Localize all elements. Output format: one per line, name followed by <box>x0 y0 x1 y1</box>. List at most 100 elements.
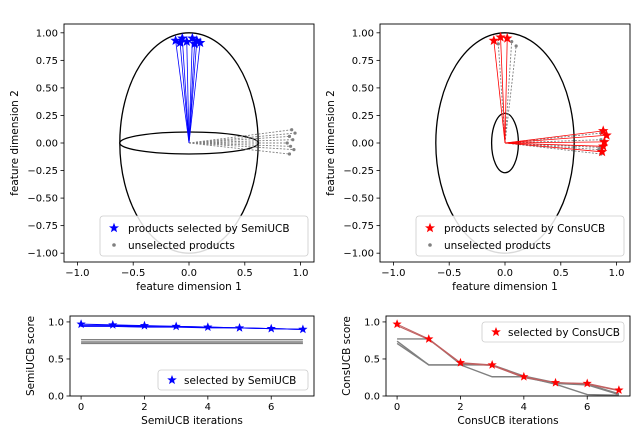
unselected-point <box>293 131 297 135</box>
y-tick-label: −1.00 <box>27 249 58 260</box>
legend-label-unselected: unselected products <box>444 240 551 252</box>
selected-point-star <box>598 125 609 136</box>
y-tick-label: 0.75 <box>36 56 58 67</box>
selected-point-star <box>189 38 200 49</box>
legend: products selected by ConsUCB unselected p… <box>415 215 625 257</box>
selected-point-star <box>596 146 608 157</box>
legend-label-selected: selected by SemiUCB <box>184 375 296 387</box>
y-tick-label: 0.25 <box>36 111 58 122</box>
legend-star-marker <box>425 222 435 233</box>
selected-score-star <box>392 319 402 329</box>
legend: products selected by SemiUCB unselected p… <box>99 215 309 257</box>
unselected-vector <box>188 142 290 155</box>
y-tick-label: −1.00 <box>343 249 374 260</box>
y-tick-label: −0.25 <box>27 166 58 177</box>
selected-point-star <box>502 32 513 43</box>
x-axis-label: ConsUCB iterations <box>457 415 558 427</box>
legend-label-selected: products selected by SemiUCB <box>128 223 290 235</box>
unselected-vector <box>188 142 291 147</box>
x-tick-label: −0.5 <box>121 268 145 279</box>
x-tick-label: 2 <box>457 402 463 413</box>
selected-score-line <box>81 325 303 330</box>
selected-score-star <box>108 320 118 329</box>
selected-point-star <box>170 35 181 45</box>
selected-vector <box>500 37 506 144</box>
selected-score-star <box>234 322 245 332</box>
unselected-point <box>285 141 289 145</box>
legend-star-marker <box>167 374 177 385</box>
x-tick-label: 4 <box>205 402 211 413</box>
unselected-point <box>510 40 514 44</box>
y-axis-label: feature dimension 2 <box>9 90 21 196</box>
x-tick-label: 6 <box>584 402 590 413</box>
x-tick-label: 0.0 <box>497 268 513 279</box>
legend-label-selected: selected by ConsUCB <box>508 327 620 339</box>
legend-box <box>481 321 625 343</box>
selected-score-star <box>614 385 624 395</box>
legend-star-marker <box>491 326 501 337</box>
selected-vector <box>181 38 190 144</box>
selected-point-star <box>601 129 612 140</box>
y-tick-label: 1.00 <box>352 28 374 39</box>
unselected-score-line <box>396 340 620 396</box>
unselected-point <box>288 144 293 148</box>
selected-point-star <box>187 32 198 43</box>
semi-scatter-panel: products selected by SemiUCB unselected p… <box>9 23 315 293</box>
unselected-vector <box>497 43 506 144</box>
cons-scatter-panel: products selected by ConsUCB unselected p… <box>325 23 631 293</box>
selected-score-star <box>424 334 434 343</box>
x-tick-label: 0.0 <box>181 268 197 279</box>
y-tick-label: 0.5 <box>48 354 64 365</box>
selected-score-star <box>171 321 181 331</box>
unselected-point <box>287 134 292 138</box>
y-tick-label: 0.50 <box>352 83 374 94</box>
unselected-point <box>292 148 296 152</box>
x-tick-label: −1.0 <box>381 268 405 279</box>
y-tick-label: 0.0 <box>48 392 64 403</box>
x-tick-label: 0 <box>78 402 84 413</box>
x-tick-label: 0.5 <box>237 268 253 279</box>
y-tick-label: 0.00 <box>36 139 58 150</box>
selected-score-star <box>455 357 466 367</box>
selected-score-star <box>76 319 86 329</box>
x-tick-label: −0.5 <box>437 268 461 279</box>
legend-dot-marker <box>112 243 116 247</box>
x-tick-label: 0.5 <box>553 268 569 279</box>
y-tick-label: 1.0 <box>48 317 64 328</box>
legend-label-unselected: unselected products <box>128 240 235 252</box>
y-tick-label: 1.00 <box>36 28 58 39</box>
x-tick-label: 0 <box>394 402 400 413</box>
selected-score-line <box>396 325 620 392</box>
selected-vector <box>504 141 605 144</box>
unselected-vector <box>188 142 294 151</box>
unselected-point <box>287 152 292 156</box>
cons-score-panel: selected by ConsUCB 0 2 4 6 0.0 0.5 1.0 ConsUCB … <box>341 315 631 427</box>
selected-vector <box>188 43 195 144</box>
y-tick-label: 0.50 <box>36 83 58 94</box>
selected-score-line <box>396 323 620 391</box>
unselected-point <box>514 44 518 48</box>
x-tick-label: 1.0 <box>293 268 309 279</box>
legend-dot-marker <box>428 243 432 247</box>
legend-label-selected: products selected by ConsUCB <box>444 223 605 235</box>
unselected-point <box>291 138 295 142</box>
x-tick-label: 2 <box>141 402 147 413</box>
selected-score-star <box>203 322 213 332</box>
selected-point-star <box>194 37 206 48</box>
selected-vector <box>493 40 506 144</box>
unselected-score-line <box>396 342 619 396</box>
x-axis-label: SemiUCB iterations <box>141 415 243 427</box>
y-tick-label: −0.50 <box>343 194 374 205</box>
selected-score-star <box>519 371 529 381</box>
selected-score-star <box>487 360 497 369</box>
x-tick-label: −1.0 <box>65 268 89 279</box>
legend: selected by ConsUCB <box>481 321 625 343</box>
selected-vector <box>504 130 604 144</box>
selected-vector <box>504 38 508 144</box>
selected-point-star <box>599 136 610 147</box>
unselected-vector <box>188 135 290 144</box>
y-tick-label: −0.25 <box>343 166 374 177</box>
selected-score-star <box>582 378 592 388</box>
selected-score-star <box>298 324 308 334</box>
